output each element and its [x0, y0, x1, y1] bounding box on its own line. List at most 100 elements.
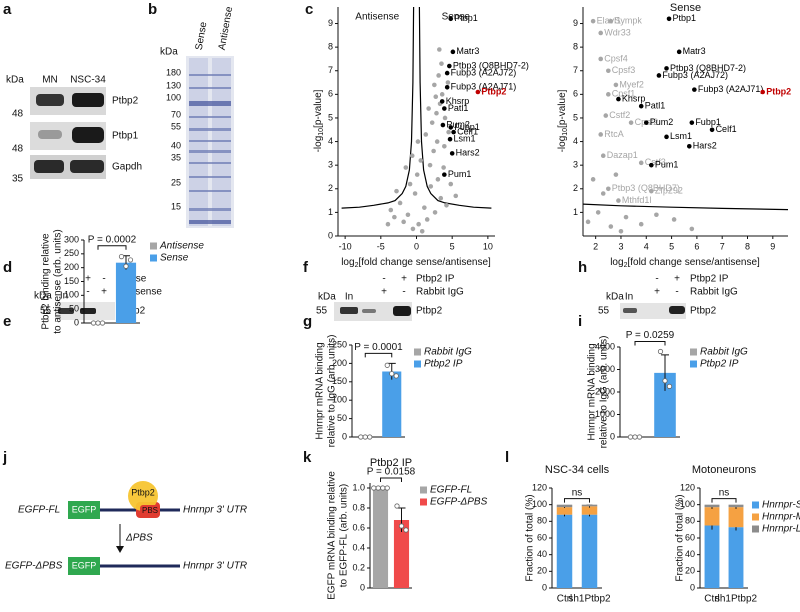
data-point [394, 188, 399, 194]
egfp-label: EGFP [72, 504, 97, 514]
bar-segment [704, 504, 720, 508]
y-tick-label: 0.2 [352, 562, 365, 572]
kda-label: kDa [606, 292, 624, 303]
data-point [441, 165, 446, 170]
gel-b: kDa Sense Antisense 180 130 100 70 55 40… [160, 5, 235, 228]
egfp-box [68, 557, 100, 575]
data-point [600, 191, 606, 196]
lane-label: Sense [194, 21, 210, 51]
y-axis-label-part: -log [313, 136, 324, 153]
data-point [598, 132, 604, 137]
sign: + [401, 274, 407, 285]
sign: - [102, 274, 105, 285]
y-tick-label: 9 [328, 18, 333, 28]
point-label: Matr3 [456, 46, 479, 56]
legend-label: EGFP-ΔPBS [430, 497, 488, 508]
point-label: Sympk [614, 16, 642, 26]
replicate-point [636, 434, 643, 440]
panel-letter: l [505, 449, 509, 466]
replicate-point [367, 434, 373, 440]
data-point [638, 160, 644, 166]
diagram-j: EGFP-FL EGFP Ptbp2 PBS Hnrnpr 3' UTR ΔPB… [5, 481, 247, 575]
data-point [439, 92, 445, 97]
bar-segment [556, 504, 573, 508]
replicate-point [632, 434, 638, 440]
data-point [616, 96, 621, 102]
x-axis-label-part: 2 [624, 262, 628, 269]
condition-label: Ptbp2 IP [690, 274, 729, 285]
utr-label: Hnrnpr 3' UTR [183, 505, 247, 516]
replicate-point [371, 485, 377, 491]
y-axis-label: Fraction of total (%) [675, 494, 686, 581]
data-point [613, 172, 619, 177]
bar [393, 520, 410, 588]
replicate-point [95, 320, 101, 326]
x-tick-label: 6 [694, 241, 699, 251]
point-label: Cstf2 [609, 110, 630, 120]
y-tick-label: 4 [573, 136, 578, 146]
y-tick-label: 9 [573, 18, 578, 28]
replicate-point [123, 263, 129, 269]
legend-label: Hnrnpr-M [762, 512, 800, 523]
significance-bracket [364, 352, 393, 358]
data-point [442, 115, 448, 121]
legend-swatch [752, 513, 759, 521]
data-point [590, 177, 596, 182]
data-point [409, 153, 415, 159]
protein-label: Ptbp2 [131, 487, 155, 497]
y-axis-label-part: 10 [562, 128, 569, 136]
error-bar [661, 354, 669, 391]
legend-label: Ptbp2 IP [424, 359, 463, 370]
y-tick-label: 20 [537, 566, 547, 576]
y-tick-label: 4000 [595, 341, 615, 351]
legend-swatch [414, 360, 421, 368]
data-point [649, 162, 654, 168]
panel-letter: i [578, 313, 582, 330]
legend-label: Sense [160, 253, 189, 264]
band-label: Ptbp2 [112, 96, 139, 107]
bar [115, 262, 137, 323]
data-point [428, 184, 434, 189]
blot-strip [620, 303, 686, 319]
data-point [666, 16, 672, 22]
point-label: Pum2 [446, 119, 470, 129]
bar [372, 488, 389, 588]
data-point [416, 221, 421, 227]
data-point [444, 84, 450, 90]
y-tick-label: 0.8 [352, 502, 365, 512]
y-tick-label: 80 [685, 516, 695, 526]
marker: 15 [171, 201, 181, 211]
x-tick-label: 3 [618, 241, 623, 251]
band [623, 308, 637, 313]
x-tick-label: 5 [450, 241, 455, 251]
data-point [433, 94, 439, 100]
sign: - [402, 287, 405, 298]
data-point [623, 214, 629, 220]
data-point [419, 228, 425, 234]
data-point [585, 219, 591, 225]
marker: 55 [598, 306, 610, 317]
chart: 0 50 100 150 200 250 300 Ptbp2 binding relative… [41, 229, 205, 334]
y-tick-label: 150 [332, 376, 347, 386]
data-point [664, 66, 669, 71]
x-axis-label-part: 2 [355, 262, 359, 269]
y-tick-label: 200 [332, 358, 347, 368]
point-label: Mthfd1l [622, 195, 652, 205]
replicate-point [389, 371, 395, 377]
data-point [692, 87, 697, 92]
x-tick-label: sh1Ptbp2 [715, 594, 758, 605]
data-point [397, 200, 403, 206]
data-point [434, 139, 440, 144]
x-tick-label: 0 [414, 241, 419, 251]
data-point [414, 172, 420, 177]
deletion-label: ΔPBS [125, 533, 153, 544]
marker: 35 [171, 152, 181, 162]
band [34, 160, 64, 173]
condition-label: Rabbit IgG [416, 287, 464, 298]
chart-title: NSC-34 cells [545, 464, 610, 476]
sign: + [101, 287, 107, 298]
replicate-point [384, 362, 390, 368]
data-point [445, 80, 451, 85]
chart: 0 20 40 60 80 100 120 NSC-34 cells Fraction of t… [525, 464, 611, 605]
